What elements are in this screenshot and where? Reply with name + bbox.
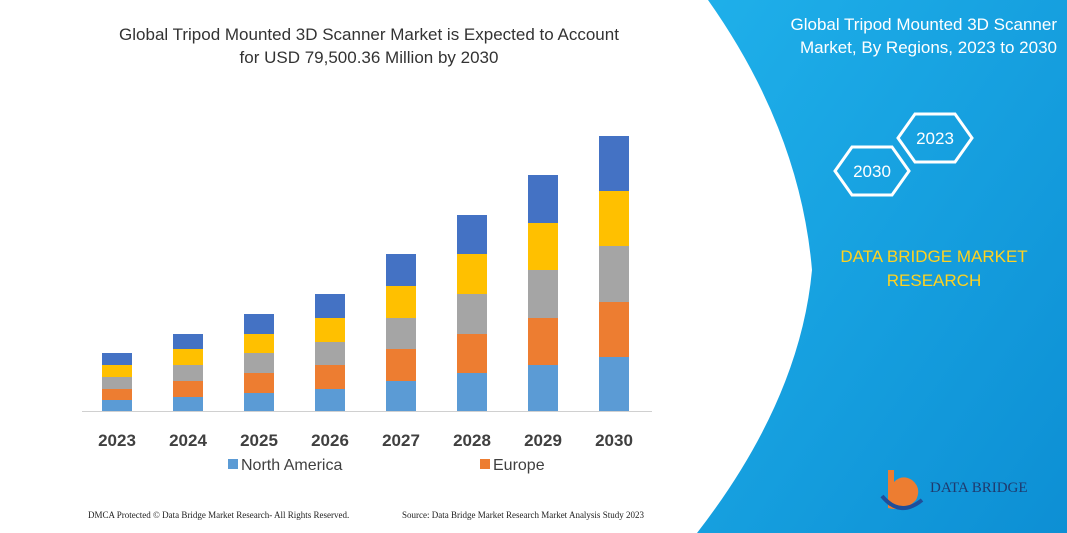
bar-segment (386, 381, 416, 411)
bar-segment (528, 318, 558, 365)
bar-segment (244, 353, 274, 373)
bar-segment (457, 215, 487, 254)
bar-segment (173, 334, 203, 349)
bar-segment (599, 302, 629, 357)
bar-segment (599, 246, 629, 302)
bar-segment (102, 353, 132, 365)
x-tick-label: 2029 (524, 431, 562, 450)
x-tick-label: 2027 (382, 431, 420, 450)
bar-segment (599, 191, 629, 246)
bar-segment (528, 270, 558, 318)
bar-segment (315, 389, 345, 411)
panel-title: Market, By Regions, 2023 to 2030 (800, 38, 1057, 57)
legend-swatch (228, 459, 238, 469)
hexagon-label: 2030 (853, 162, 891, 181)
panel-title: Global Tripod Mounted 3D Scanner (791, 15, 1058, 34)
bar-segment (102, 377, 132, 389)
side-panel (697, 0, 1067, 533)
logo-mark (888, 470, 919, 509)
logo-mark (880, 494, 924, 510)
bar-segment (102, 389, 132, 400)
bar-segment (599, 136, 629, 191)
bar-segment (386, 286, 416, 318)
x-tick-label: 2030 (595, 431, 633, 450)
bar-segment (457, 373, 487, 411)
bar-segment (244, 314, 274, 334)
bar-segment (315, 294, 345, 318)
chart-title: for USD 79,500.36 Million by 2030 (240, 48, 499, 67)
bar-segment (528, 365, 558, 411)
x-tick-label: 2025 (240, 431, 278, 450)
bar-segment (528, 223, 558, 270)
bar-segment (457, 294, 487, 334)
bar-segment (315, 365, 345, 389)
legend-swatch (480, 459, 490, 469)
x-tick-label: 2028 (453, 431, 491, 450)
logo: DATA BRIDGE (880, 470, 1028, 510)
legend-label: North America (241, 457, 342, 474)
brand-text: DATA BRIDGE MARKET (840, 247, 1027, 266)
bar-segment (173, 381, 203, 397)
hexagon (833, 145, 911, 197)
bar-segment (315, 342, 345, 365)
bar-segment (244, 373, 274, 393)
bar-segment (173, 349, 203, 365)
logo-text: DATA BRIDGE (930, 480, 1028, 496)
bar-segment (102, 365, 132, 377)
bar-segment (599, 357, 629, 411)
bar-segment (102, 400, 132, 411)
bar-segment (244, 393, 274, 411)
hexagon-label: 2023 (916, 129, 954, 148)
bar-segment (315, 318, 345, 342)
bar-segment (386, 318, 416, 349)
brand-text: RESEARCH (887, 271, 981, 290)
bar-segment (173, 365, 203, 381)
bar-segment (386, 254, 416, 286)
footer-right: Source: Data Bridge Market Research Mark… (402, 510, 644, 520)
bar-segment (457, 334, 487, 373)
bar-segment (528, 175, 558, 223)
bar-segment (244, 334, 274, 353)
hexagon (896, 112, 974, 164)
x-tick-label: 2024 (169, 431, 207, 450)
x-tick-label: 2026 (311, 431, 349, 450)
x-tick-label: 2023 (98, 431, 136, 450)
chart-title: Global Tripod Mounted 3D Scanner Market … (119, 25, 619, 44)
bar-segment (173, 397, 203, 411)
bar-segment (457, 254, 487, 294)
legend-label: Europe (493, 457, 545, 474)
bar-segment (386, 349, 416, 381)
footer-left: DMCA Protected © Data Bridge Market Rese… (88, 510, 349, 520)
